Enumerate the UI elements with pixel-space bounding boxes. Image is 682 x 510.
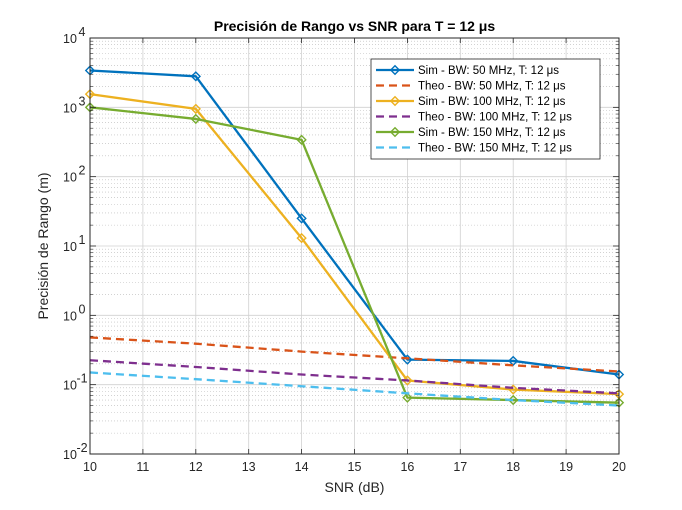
y-tick-exponent: 1 (79, 233, 86, 247)
series-marker (296, 213, 307, 224)
x-tick-label: 14 (295, 460, 309, 474)
y-tick-exponent: 2 (79, 164, 86, 178)
x-tick-label: 12 (189, 460, 203, 474)
y-tick-label: 10 (63, 379, 77, 393)
y-tick-label: 10 (63, 171, 77, 185)
y-tick-label: 10 (63, 32, 77, 46)
series-marker (190, 103, 201, 115)
y-tick-label: 10 (63, 448, 77, 462)
x-tick-label: 20 (612, 460, 626, 474)
x-tick-label: 11 (136, 460, 149, 474)
legend-item: Sim - BW: 100 MHz, T: 12 μs (376, 95, 566, 108)
legend-label: Sim - BW: 150 MHz, T: 12 μs (418, 127, 566, 139)
series-marker (508, 394, 519, 406)
y-tick-exponent: -1 (76, 372, 87, 386)
series-line (89, 93, 620, 396)
series-line (89, 359, 620, 395)
x-tick-label: 19 (559, 460, 573, 474)
series-marker (190, 71, 201, 82)
series-line (89, 336, 620, 373)
legend-label: Theo - BW: 100 MHz, T: 12 μs (418, 112, 572, 124)
series-marker (296, 134, 307, 146)
x-tick-label: 18 (506, 460, 520, 474)
x-tick-label: 15 (348, 460, 362, 474)
y-tick-exponent: 4 (79, 25, 86, 39)
legend-label: Theo - BW: 150 MHz, T: 12 μs (418, 143, 572, 155)
series-marker (389, 64, 401, 76)
legend-item: Theo - BW: 150 MHz, T: 12 μs (376, 143, 572, 155)
series-6 (89, 371, 620, 407)
x-tick-label: 10 (83, 460, 97, 474)
series-marker (508, 355, 519, 367)
series-line (89, 69, 620, 376)
x-tick-label: 13 (242, 460, 256, 474)
y-tick-exponent: 0 (79, 302, 86, 316)
y-tick-label: 10 (63, 101, 77, 115)
series-marker (389, 95, 401, 107)
y-axis-label: Precisión de Rango (m) (35, 172, 51, 319)
legend: Sim - BW: 50 MHz, T: 12 μs Theo - BW: 50 … (370, 58, 601, 160)
legend-label: Theo - BW: 50 MHz, T: 12 μs (418, 81, 566, 93)
series-marker (402, 375, 413, 386)
legend-label: Sim - BW: 100 MHz, T: 12 μs (418, 96, 566, 108)
series-line (89, 371, 620, 407)
legend-item: Sim - BW: 150 MHz, T: 12 μs (376, 126, 566, 139)
x-tick-label: 16 (400, 460, 414, 474)
chart-title: Precisión de Rango vs SNR para T = 12 μs (214, 18, 495, 34)
y-tick-exponent: 3 (79, 94, 86, 108)
series-marker (190, 113, 201, 125)
series-2 (89, 336, 620, 373)
legend-item: Sim - BW: 50 MHz, T: 12 μs (376, 64, 559, 77)
series-marker (389, 126, 401, 138)
legend-item: Theo - BW: 100 MHz, T: 12 μs (376, 112, 572, 124)
x-axis-label: SNR (dB) (325, 479, 385, 495)
series-layer (84, 65, 625, 408)
series-4 (89, 359, 620, 395)
series-marker (296, 232, 307, 244)
x-axis: 10 11 12 13 14 15 16 17 18 19 20 (83, 38, 626, 474)
series-line (89, 106, 620, 404)
y-tick-label: 10 (63, 309, 77, 323)
x-tick-label: 17 (453, 460, 467, 474)
legend-item: Theo - BW: 50 MHz, T: 12 μs (376, 81, 566, 93)
y-tick-exponent: -2 (76, 441, 87, 455)
legend-label: Sim - BW: 50 MHz, T: 12 μs (418, 65, 559, 77)
series-marker (402, 392, 413, 403)
legend-box (370, 58, 601, 160)
y-tick-label: 10 (63, 240, 77, 254)
